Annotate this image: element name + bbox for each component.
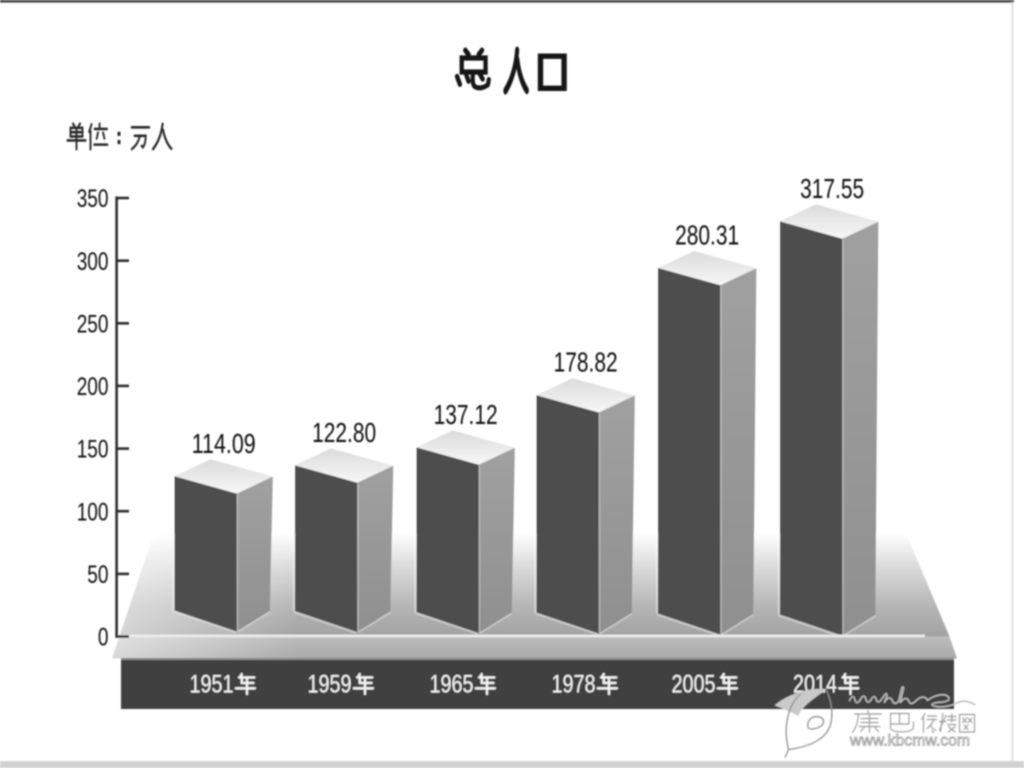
svg-text:122.80: 122.80	[312, 417, 376, 448]
svg-text:137.12: 137.12	[434, 399, 498, 430]
svg-text:www.kbcmw.com: www.kbcmw.com	[849, 733, 970, 750]
svg-text:1978: 1978	[552, 671, 596, 699]
svg-text:114.09: 114.09	[192, 428, 256, 459]
svg-text:150: 150	[77, 436, 109, 464]
svg-text:1965: 1965	[430, 671, 474, 699]
svg-text:1951: 1951	[190, 671, 234, 699]
svg-text:280.31: 280.31	[675, 220, 739, 251]
svg-text:300: 300	[77, 248, 109, 276]
svg-text:0: 0	[98, 624, 109, 652]
svg-text:178.82: 178.82	[554, 347, 618, 378]
svg-text:250: 250	[77, 310, 109, 338]
svg-text:350: 350	[77, 185, 109, 213]
svg-text:100: 100	[77, 498, 109, 526]
svg-text:200: 200	[77, 373, 109, 401]
svg-text:2005: 2005	[672, 671, 716, 699]
svg-text:317.55: 317.55	[800, 173, 864, 204]
svg-text:50: 50	[87, 561, 108, 589]
svg-text:1959: 1959	[308, 671, 352, 699]
